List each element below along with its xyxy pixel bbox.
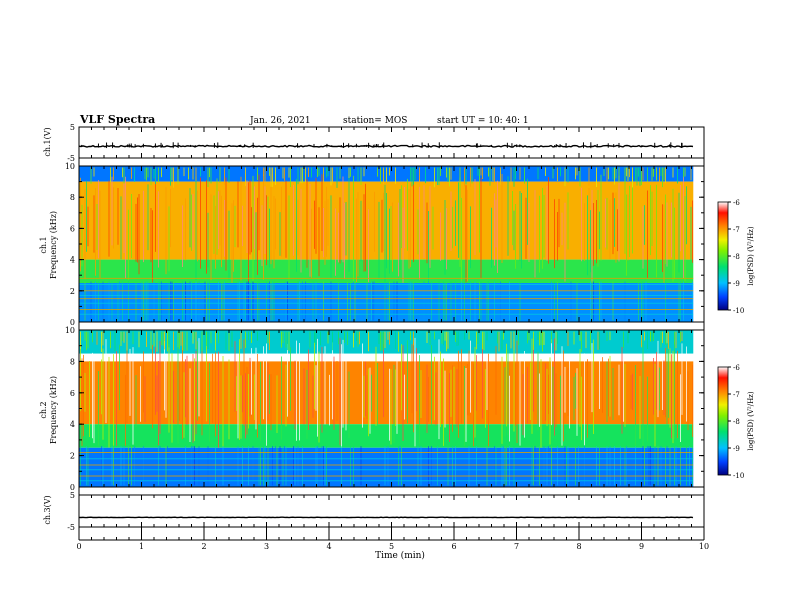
svg-text:Frequency (kHz): Frequency (kHz) (49, 376, 58, 444)
svg-text:ch.1(V): ch.1(V) (43, 127, 52, 156)
x-axis-label: Time (min) (375, 550, 425, 561)
header-start-time: start UT = 10: 40: 1 (437, 116, 529, 126)
ch1-spectrogram-ytick-label: 4 (70, 256, 75, 265)
ch1-spectrogram-ytick-label: 6 (70, 224, 75, 233)
ch1-spectrogram-colorbar-tick-label: -9 (733, 280, 740, 288)
ch2-spectrogram-colorbar-scale (717, 366, 729, 476)
x-tick-label: 7 (514, 542, 519, 551)
ch2-spectrogram-band (79, 361, 694, 425)
ch2-spectrogram-band (79, 424, 694, 448)
ch2-spectrogram-colorbar-tick-label: -10 (733, 472, 744, 480)
ch2-spectrogram-colorbar-tick-label: -9 (733, 445, 740, 453)
ch1-spectrogram-ytick-label: 10 (65, 162, 75, 171)
svg-text:ch.2: ch.2 (39, 401, 48, 418)
svg-text:ch.3(V): ch.3(V) (43, 495, 52, 524)
ch2-spectrogram-ytick-label: 4 (70, 420, 75, 429)
ch2-spectrogram-ytick-label: 2 (70, 452, 75, 461)
header-station: station= MOS (343, 116, 407, 126)
ch1-spectrogram-panel: 0 2 4 6 8 10 (65, 162, 705, 327)
time-axis: 0 1 2 3 4 5 6 7 8 9 10 (76, 158, 709, 551)
x-tick-label: 3 (264, 542, 269, 551)
ch1-spectrogram-colorbar-tick-label: -6 (733, 199, 740, 207)
ch3-waveform-ylabel: ch.3(V) (43, 495, 52, 524)
x-tick-label: 1 (139, 542, 144, 551)
x-tick-label: 5 (389, 542, 394, 551)
ch2-spectrogram-nodata (693, 330, 704, 487)
ch3-waveform-ytick-label: 5 (70, 491, 75, 500)
ch2-spectrogram-colorbar-tick-label: -6 (733, 364, 740, 372)
ch1-spectrogram-ytick-label: 0 (70, 318, 75, 327)
ch2-spectrogram-colorbar-label: log(PSD) (V²/Hz) (747, 391, 755, 450)
ch1-colorbar: -6 -7 -8 -9 -10 log(PSD) (V²/Hz) (717, 199, 755, 315)
ch1-spectrogram-colorbar-tick-label: -7 (733, 226, 740, 234)
ch2-spectrogram-colorbar-tick-label: -8 (733, 418, 740, 426)
ch1-spectrogram-colorbar-label: log(PSD) (V²/Hz) (747, 226, 755, 285)
x-tick-label: 4 (326, 542, 331, 551)
x-tick-label: 10 (699, 542, 709, 551)
ch2-spectrogram-ytick-label: 0 (70, 483, 75, 492)
ch1-spectrogram-colorbar-tick-label: -10 (733, 307, 744, 315)
x-tick-label: 0 (76, 542, 81, 551)
ch2-spectrogram-panel: 0 2 4 6 8 10 (65, 326, 705, 492)
ch1-spectrogram-colorbar-tick-label: -8 (733, 253, 740, 261)
ch1-spectrogram-nodata (693, 166, 704, 322)
ch2-spectrogram-ytick-label: 10 (65, 326, 75, 335)
ch1-waveform-ytick-label: 5 (70, 123, 75, 132)
x-tick-label: 2 (201, 542, 206, 551)
ch1-spectrogram-ylabel: ch.1 Frequency (kHz) (39, 211, 58, 279)
ch1-spectrogram-ytick-label: 2 (70, 287, 75, 296)
ch1-waveform-ytick-label: -5 (67, 154, 75, 163)
x-tick-label: 6 (451, 542, 456, 551)
ch2-colorbar: -6 -7 -8 -9 -10 log(PSD) (V²/Hz) (717, 364, 755, 480)
ch2-spectrogram-ytick-label: 6 (70, 389, 75, 398)
ch1-waveform-trace (78, 144, 694, 148)
svg-text:ch.1: ch.1 (39, 236, 48, 253)
x-tick-label: 9 (639, 542, 644, 551)
svg-text:Frequency (kHz): Frequency (kHz) (49, 211, 58, 279)
ch1-waveform-panel: 5 -5 (67, 123, 705, 163)
ch3-waveform-panel: 5 -5 (67, 491, 705, 532)
figure-title: VLF Spectra (79, 113, 155, 126)
header-date: Jan. 26, 2021 (249, 116, 311, 126)
ch1-waveform-ylabel: ch.1(V) (43, 127, 52, 156)
ch1-spectrogram-colorbar-scale (717, 201, 729, 311)
ch2-spectrogram-band (79, 330, 694, 354)
ch2-spectrogram-colorbar-tick-label: -7 (733, 391, 740, 399)
ch1-spectrogram-ytick-label: 8 (70, 193, 75, 202)
ch2-spectrogram-ytick-label: 8 (70, 357, 75, 366)
x-tick-label: 8 (576, 542, 581, 551)
ch2-spectrogram-ylabel: ch.2 Frequency (kHz) (39, 376, 58, 444)
ch3-waveform-ytick-label: -5 (67, 523, 75, 532)
